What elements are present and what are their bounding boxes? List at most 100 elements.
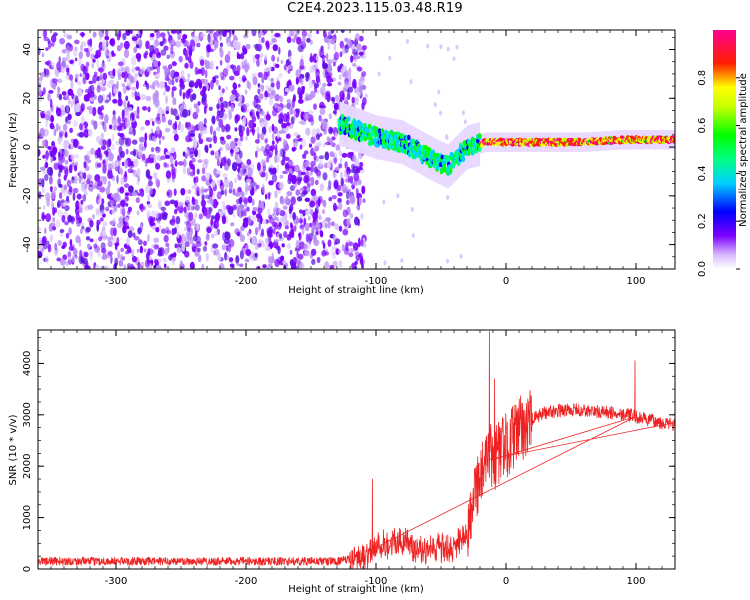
noise-mark [107, 163, 113, 171]
noise-mark [109, 199, 114, 207]
noise-mark [219, 30, 223, 36]
noise-mark [83, 129, 89, 138]
noise-mark [168, 64, 173, 70]
noise-mark [292, 138, 299, 148]
signal-mark [449, 151, 454, 158]
noise-mark [49, 98, 53, 109]
noise-mark [272, 229, 276, 235]
noise-mark [258, 93, 264, 100]
noise-mark [206, 226, 212, 234]
noise-mark [94, 264, 100, 269]
x-tick-label: 0 [503, 276, 509, 287]
noise-mark [362, 53, 367, 60]
noise-mark [160, 247, 165, 257]
signal-mark [384, 129, 388, 136]
noise-mark [205, 252, 209, 262]
noise-mark [68, 227, 72, 236]
noise-mark [162, 213, 168, 221]
noise-mark [127, 185, 134, 193]
noise-mark [252, 127, 255, 136]
noise-mark [68, 74, 74, 81]
noise-mark [202, 188, 208, 193]
noise-mark [304, 222, 310, 232]
noise-mark [137, 227, 142, 235]
noise-mark [290, 196, 296, 206]
noise-mark [229, 263, 235, 268]
noise-mark [155, 176, 158, 187]
noise-mark [83, 161, 87, 169]
noise-mark [293, 225, 297, 232]
noise-mark [113, 227, 117, 237]
noise-mark [82, 77, 87, 85]
noise-mark [278, 137, 282, 142]
noise-mark [307, 114, 314, 123]
noise-mark [298, 209, 304, 214]
noise-mark [310, 160, 316, 167]
noise-mark [344, 96, 348, 104]
noise-mark [128, 163, 135, 169]
colorbar-tick-label: 0.6 [697, 118, 708, 134]
noise-mark [131, 68, 136, 74]
noise-mark [202, 245, 208, 252]
noise-mark [307, 215, 311, 221]
noise-mark [175, 30, 182, 35]
noise-mark [216, 126, 221, 132]
noise-mark [182, 166, 187, 175]
noise-mark [170, 163, 174, 168]
noise-mark [173, 188, 177, 196]
noise-mark [79, 169, 83, 177]
noise-mark [281, 243, 285, 248]
noise-mark [315, 55, 319, 61]
noise-mark [127, 102, 131, 108]
noise-mark [327, 82, 333, 87]
noise-mark [174, 200, 179, 208]
noise-mark [117, 115, 122, 125]
spectrogram-y-label: Frequency (Hz) [8, 112, 19, 188]
noise-mark [358, 162, 364, 167]
noise-mark [105, 206, 110, 212]
noise-mark [301, 227, 305, 236]
noise-mark [117, 61, 124, 67]
noise-mark [45, 68, 49, 76]
noise-mark [317, 141, 322, 147]
noise-mark [174, 243, 178, 249]
noise-mark [205, 137, 209, 142]
noise-mark [347, 175, 351, 183]
noise-mark [102, 213, 106, 218]
noise-mark [279, 95, 283, 103]
colorbar-tick-label: 0.0 [697, 261, 708, 277]
noise-mark [61, 91, 67, 96]
noise-mark [195, 223, 200, 232]
noise-mark [42, 87, 46, 95]
noise-mark [54, 248, 58, 256]
noise-mark [56, 93, 60, 98]
noise-mark [59, 66, 66, 73]
noise-mark [243, 164, 248, 170]
noise-mark [212, 76, 217, 84]
noise-mark [213, 168, 218, 176]
noise-mark [272, 44, 278, 52]
noise-mark [230, 140, 236, 150]
noise-mark [42, 205, 46, 210]
noise-mark [293, 131, 299, 137]
noise-mark [50, 190, 56, 196]
noise-mark [216, 191, 222, 200]
noise-mark [52, 78, 58, 83]
noise-mark [150, 128, 154, 134]
noise-mark [267, 87, 272, 93]
noise-mark [309, 171, 313, 176]
noise-mark [108, 151, 112, 156]
noise-mark [231, 161, 238, 172]
noise-mark [284, 225, 289, 230]
noise-mark [68, 164, 73, 174]
noise-mark [55, 122, 59, 132]
noise-mark [76, 80, 82, 86]
noise-mark [203, 118, 207, 125]
noise-mark [337, 81, 342, 86]
noise-mark [263, 148, 269, 157]
noise-mark [151, 210, 156, 218]
noise-mark [155, 37, 158, 46]
noise-mark [56, 61, 62, 71]
noise-mark [91, 63, 94, 69]
noise-mark [188, 80, 195, 88]
